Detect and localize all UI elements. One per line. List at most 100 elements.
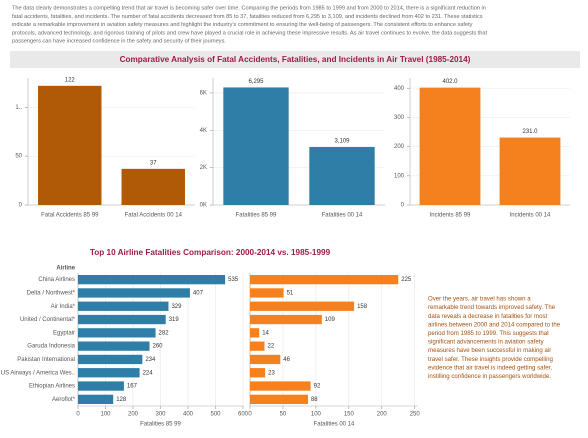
x-tick-label: 50 — [280, 412, 287, 418]
x-tick-label: 0 — [248, 412, 252, 418]
category-label: China Airlines — [38, 277, 75, 283]
x-tick-label: 200 — [128, 412, 139, 418]
bar — [78, 394, 114, 405]
category-label: Pakistan International — [17, 357, 75, 363]
bar — [78, 341, 150, 351]
category-label: Delta / Northwest* — [27, 291, 76, 297]
value-label: 535 — [228, 277, 239, 283]
value-label: 225 — [401, 277, 412, 283]
category-label: United / Continental* — [20, 317, 76, 323]
intro-line: The data clearly demonstrates a compelli… — [12, 5, 486, 11]
bar — [78, 288, 190, 298]
x-axis-title: Fatalities 00 14 — [314, 422, 355, 428]
y-tick-label: 4K — [200, 128, 207, 134]
bar — [78, 328, 156, 338]
bar — [309, 146, 375, 205]
value-label: 3,109 — [334, 139, 350, 145]
note-line: significant advancements in aviation saf… — [428, 339, 544, 346]
x-tick-label: 400 — [183, 412, 194, 418]
value-label: 282 — [159, 330, 170, 336]
value-label: 22 — [267, 344, 274, 350]
category-label: Aeroflot* — [52, 397, 76, 403]
bar — [38, 85, 102, 205]
value-label: 88 — [311, 397, 318, 403]
value-label: 329 — [171, 304, 182, 310]
value-label: 122 — [65, 77, 76, 83]
x-tick-label: 100 — [100, 412, 111, 418]
note-line: measures have been successful in making … — [428, 347, 551, 354]
note-line: remarkable trend towards improved safety… — [428, 304, 556, 311]
header-band — [10, 51, 580, 68]
value-label: 37 — [150, 160, 157, 166]
value-label: 92 — [314, 384, 321, 390]
value-label: 224 — [143, 370, 154, 376]
category-label: Egyptair — [53, 330, 75, 336]
x-tick-label: Incidents 00 14 — [510, 213, 551, 219]
y-tick-label: 6K — [200, 91, 207, 97]
value-label: 402.0 — [442, 79, 458, 85]
value-label: 260 — [153, 344, 164, 350]
bar — [250, 381, 311, 391]
intro-line: fatal accidents, fatalities, and inciden… — [12, 14, 483, 20]
x-tick-label: 150 — [344, 412, 355, 418]
y-tick-label: 0K — [200, 203, 207, 209]
category-axis-title: Airline — [56, 266, 75, 272]
bar — [78, 314, 166, 325]
bar — [250, 274, 399, 285]
x-tick-label: Fatalities 00 14 — [322, 213, 363, 219]
note-line: travel safer. These insights provide com… — [428, 356, 553, 363]
y-tick-label: 300 — [394, 115, 405, 121]
value-label: 234 — [145, 357, 156, 363]
x-tick-label: Fatal Accidents 00 14 — [125, 213, 183, 219]
x-tick-label: 250 — [410, 412, 421, 418]
y-tick-label: 200 — [394, 144, 405, 150]
bar — [121, 168, 185, 205]
x-tick-label: 0 — [76, 412, 80, 418]
bar — [419, 87, 481, 205]
x-tick-label: Fatal Accidents 85 99 — [41, 213, 99, 219]
value-label: 128 — [116, 397, 127, 403]
intro-line: protocols, advanced technology, and rigo… — [12, 30, 487, 36]
note-line: Over the years, air travel has shown a — [428, 296, 531, 303]
category-label: US Airways / America Wes.. — [1, 370, 76, 376]
value-label: 407 — [193, 291, 204, 297]
x-tick-label: 200 — [377, 412, 388, 418]
category-label: Ethiopian Airlines — [29, 384, 75, 390]
x-tick-label: Fatalities 85 99 — [236, 213, 277, 219]
y-tick-label: 0 — [401, 203, 405, 209]
intro-line: indicate a remarkable improvement in avi… — [12, 22, 473, 28]
intro-line: passengers can have increased confidence… — [12, 39, 226, 45]
bar — [78, 368, 140, 378]
bar — [78, 354, 143, 365]
value-label: 319 — [169, 317, 180, 323]
note-line: instilling confidence in passengers worl… — [428, 373, 551, 380]
y-tick-label: 400 — [394, 86, 405, 92]
x-axis-title: Fatalities 85 99 — [140, 422, 181, 428]
value-label: 14 — [262, 330, 269, 336]
header: Comparative Analysis of Fatal Accidents,… — [120, 55, 471, 64]
y-tick-label: 0 — [19, 203, 23, 209]
value-label: 51 — [287, 291, 294, 297]
note-line: airlines between 2000 and 2014 compared … — [428, 321, 561, 328]
note-line: period from 1985 to 1999. This suggests … — [428, 330, 549, 337]
x-tick-label: Incidents 85 99 — [430, 213, 471, 219]
bar — [499, 137, 561, 205]
category-label: Air India* — [51, 304, 76, 310]
bar — [250, 341, 265, 351]
x-tick-label: 500 — [210, 412, 221, 418]
y-tick-label: 100 — [394, 173, 405, 179]
value-label: 6,295 — [248, 79, 264, 85]
x-tick-label: 100 — [311, 412, 322, 418]
value-label: 231.0 — [522, 129, 538, 135]
bar — [78, 301, 169, 311]
value-label: 109 — [325, 317, 336, 323]
bar — [250, 288, 284, 298]
bar — [78, 274, 226, 285]
bar — [223, 87, 289, 205]
note-line: data reveals a decrease in fatalities fo… — [428, 313, 548, 320]
x-tick-label: 600 — [238, 412, 249, 418]
value-label: 167 — [127, 384, 138, 390]
bar — [78, 381, 124, 391]
y-tick-label: 50 — [15, 154, 22, 160]
